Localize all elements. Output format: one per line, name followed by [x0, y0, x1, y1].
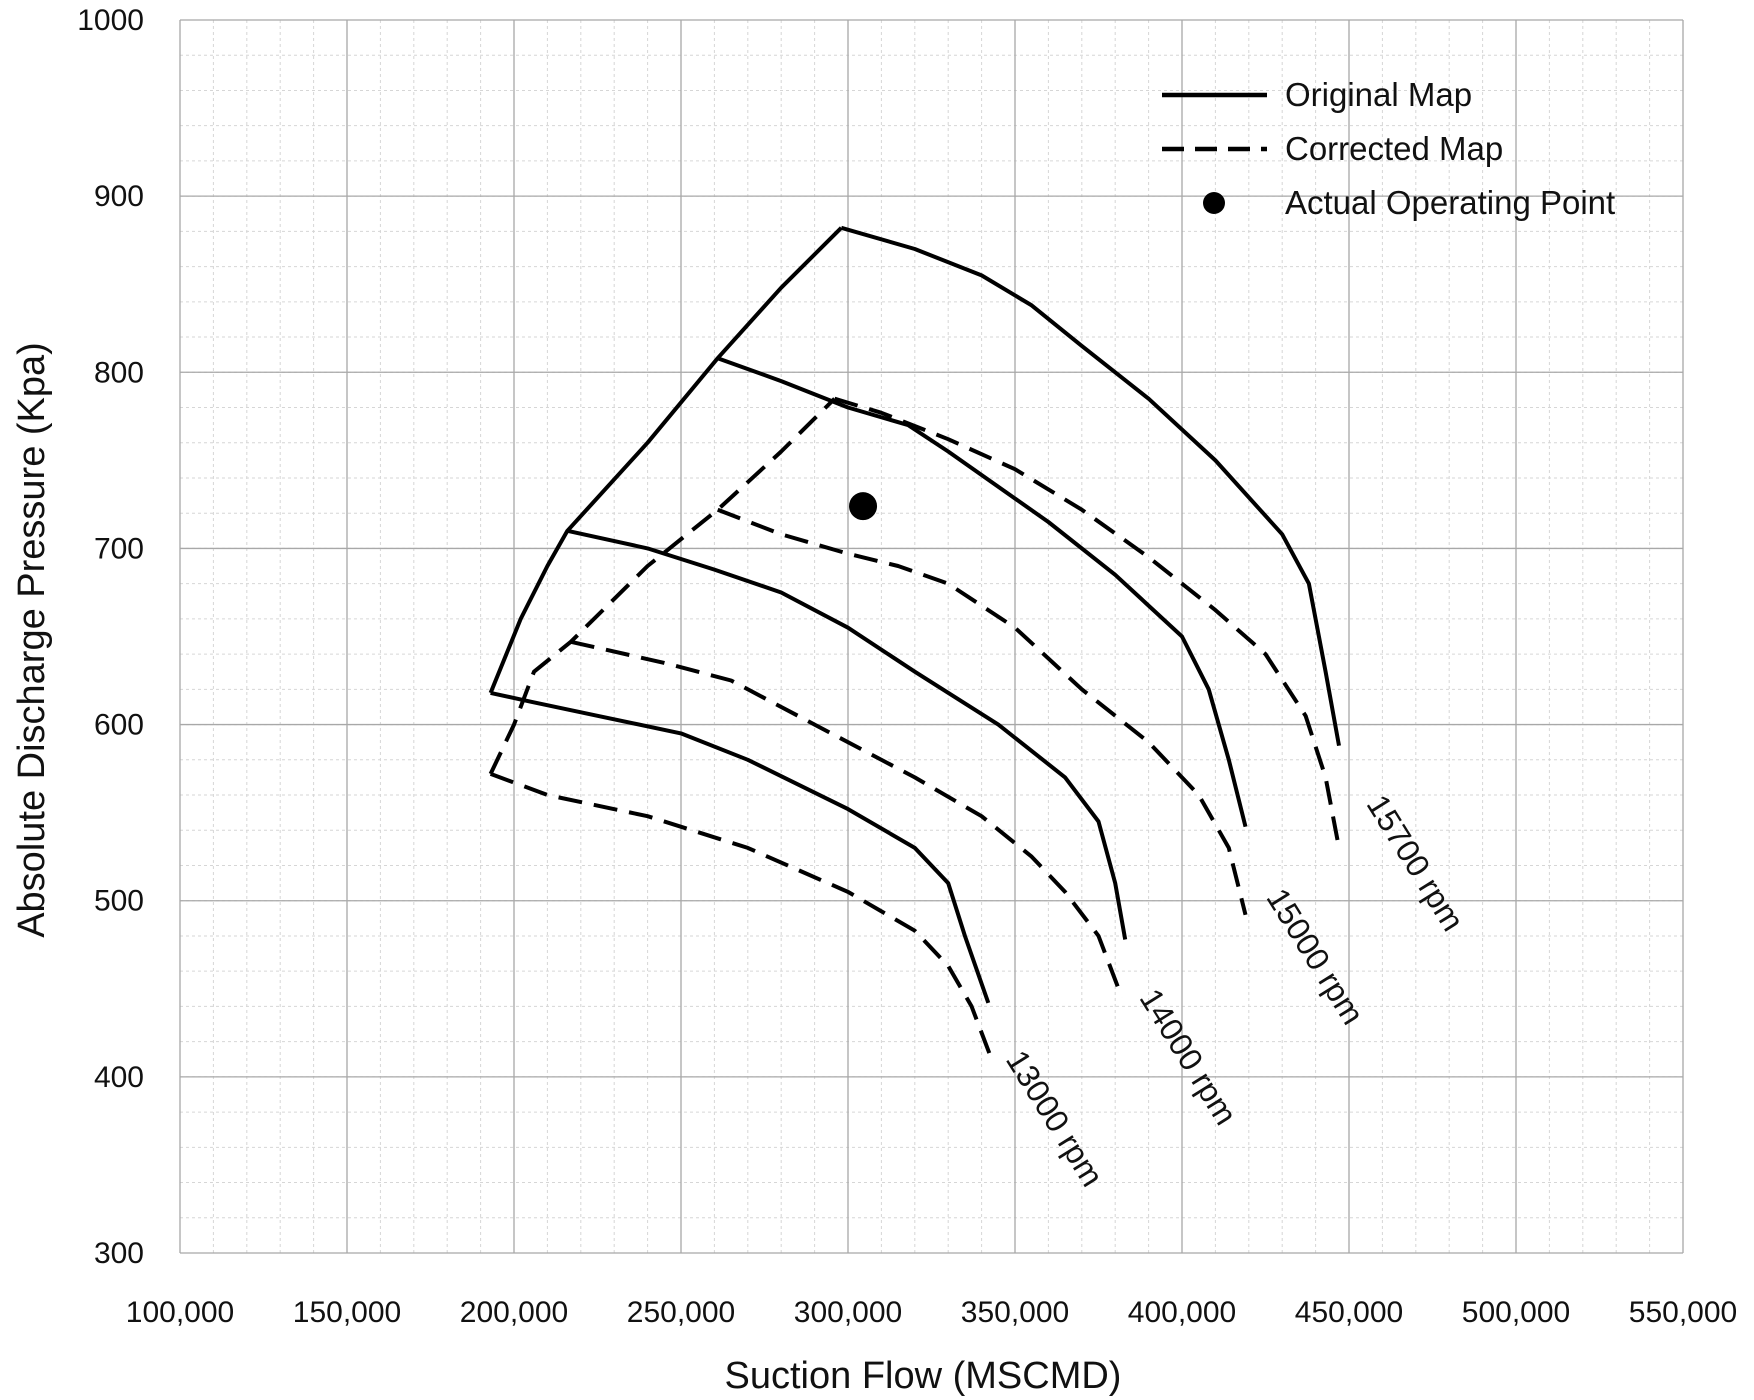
- x-tick-label: 300,000: [794, 1296, 902, 1329]
- x-tick-label: 400,000: [1128, 1296, 1236, 1329]
- legend-label-actual-operating-point: Actual Operating Point: [1285, 184, 1615, 221]
- y-axis-tick-labels: 300 400 500 600 700 800 900 1000: [77, 4, 144, 1270]
- series-original-map-15700-rpm: [840, 225, 1341, 747]
- x-tick-label: 550,000: [1629, 1296, 1737, 1329]
- x-tick-label: 250,000: [627, 1296, 735, 1329]
- actual-operating-point-marker: [849, 492, 878, 521]
- series-original-map-13000-rpm: [490, 690, 991, 1004]
- legend-label-corrected-map: Corrected Map: [1285, 130, 1503, 167]
- x-tick-label: 350,000: [961, 1296, 1069, 1329]
- series-original-map-surge-line: [488, 226, 843, 694]
- series-original-map-15000-rpm: [717, 356, 1248, 828]
- y-tick-label: 900: [94, 180, 144, 213]
- series-corrected-map-14000-rpm: [570, 639, 1124, 999]
- y-tick-label: 300: [94, 1237, 144, 1270]
- x-tick-label: 150,000: [293, 1296, 401, 1329]
- series-corrected-map-13000-rpm: [489, 772, 994, 1060]
- legend-marker-swatch: [1203, 192, 1225, 214]
- major-gridlines: [179, 19, 1684, 1254]
- x-axis-title: Suction Flow (MSCMD): [725, 1355, 1122, 1397]
- legend-label-original-map: Original Map: [1285, 76, 1472, 113]
- y-tick-label: 1000: [77, 4, 144, 37]
- y-tick-label: 500: [94, 885, 144, 918]
- series-corrected-map-15000-rpm: [716, 507, 1248, 916]
- y-tick-label: 400: [94, 1061, 144, 1094]
- series-original-map-14000-rpm: [566, 528, 1128, 940]
- series-layer: [488, 225, 1341, 1060]
- x-tick-label: 100,000: [126, 1296, 234, 1329]
- y-axis-title: Absolute Discharge Pressure (Kpa): [11, 342, 53, 938]
- x-tick-label: 450,000: [1295, 1296, 1403, 1329]
- x-tick-label: 500,000: [1462, 1296, 1570, 1329]
- x-axis-tick-labels: 100,000 150,000 200,000 250,000 300,000 350,0…: [126, 1296, 1737, 1329]
- y-tick-label: 600: [94, 709, 144, 742]
- legend: Original Map Corrected Map Actual Operat…: [1162, 76, 1615, 221]
- y-tick-label: 700: [94, 532, 144, 565]
- y-tick-label: 800: [94, 356, 144, 389]
- x-tick-label: 200,000: [460, 1296, 568, 1329]
